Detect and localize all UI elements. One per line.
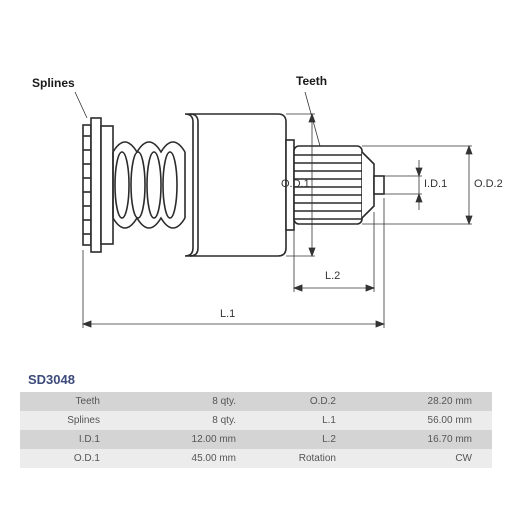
od2-label: O.D.2 [474, 178, 503, 190]
splines-label: Splines [32, 76, 75, 90]
spec-val: 12.00 mm [110, 430, 256, 449]
spec-val: 56.00 mm [346, 411, 492, 430]
spec-key: O.D.2 [256, 392, 346, 411]
spec-key: L.2 [256, 430, 346, 449]
spec-val: 28.20 mm [346, 392, 492, 411]
spec-val: 8 qty. [110, 411, 256, 430]
spec-key: Rotation [256, 449, 346, 468]
table-row: O.D.1 45.00 mm Rotation CW [20, 449, 492, 468]
part-id: SD3048 [28, 372, 75, 387]
spec-key: Teeth [20, 392, 110, 411]
technical-drawing: Splines Teeth O.D.1 I.D.1 O.D.2 L.2 L.1 [20, 60, 492, 350]
table-row: I.D.1 12.00 mm L.2 16.70 mm [20, 430, 492, 449]
spec-table: Teeth 8 qty. O.D.2 28.20 mm Splines 8 qt… [20, 392, 492, 468]
spec-val: 16.70 mm [346, 430, 492, 449]
table-row: Splines 8 qty. L.1 56.00 mm [20, 411, 492, 430]
spec-val: 45.00 mm [110, 449, 256, 468]
l2-label: L.2 [325, 270, 340, 282]
spec-val: CW [346, 449, 492, 468]
spec-key: Splines [20, 411, 110, 430]
teeth-label: Teeth [296, 74, 327, 88]
spec-key: I.D.1 [20, 430, 110, 449]
spec-val: 8 qty. [110, 392, 256, 411]
l1-label: L.1 [220, 308, 235, 320]
od1-label: O.D.1 [281, 178, 310, 190]
spec-key: O.D.1 [20, 449, 110, 468]
table-row: Teeth 8 qty. O.D.2 28.20 mm [20, 392, 492, 411]
spec-key: L.1 [256, 411, 346, 430]
id1-label: I.D.1 [424, 178, 447, 190]
